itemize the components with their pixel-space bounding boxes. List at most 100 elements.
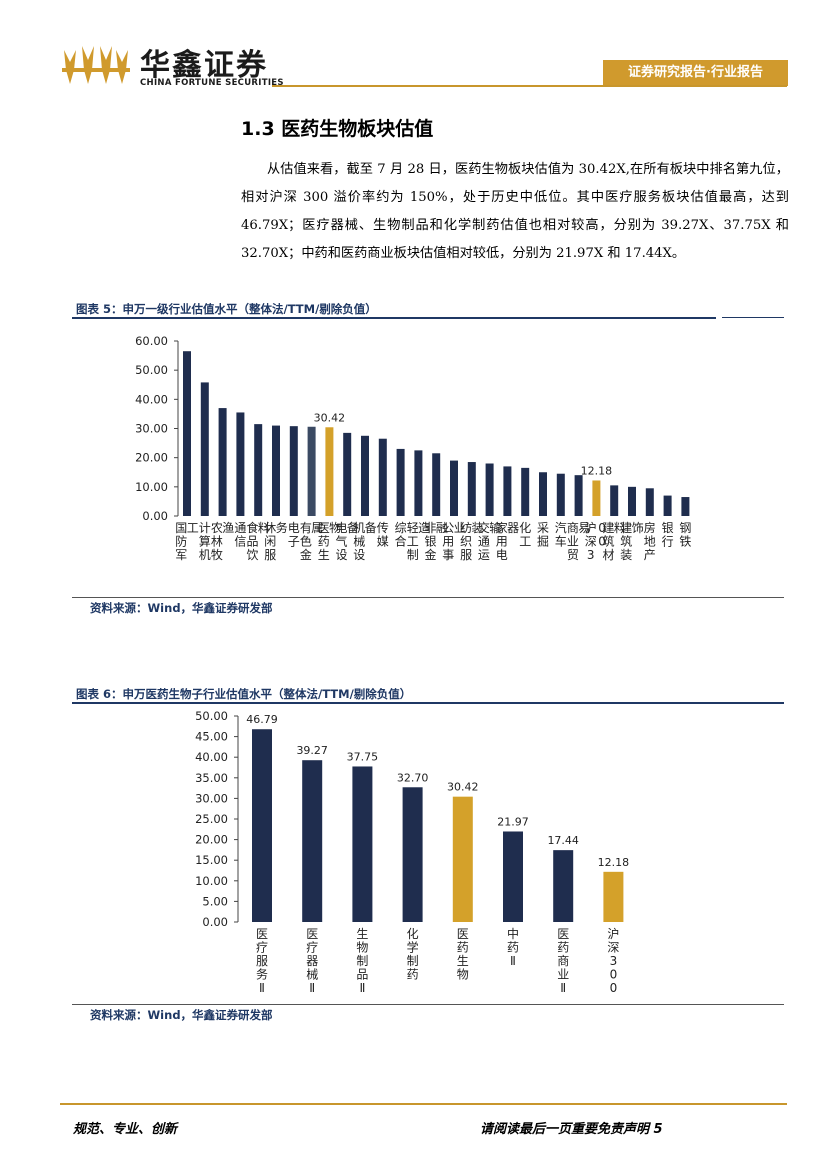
x-tick-label: 国 xyxy=(175,521,187,535)
y-tick-label: 20.00 xyxy=(135,451,168,465)
x-tick-label: 汽 xyxy=(555,520,567,535)
x-tick-label: 疗 xyxy=(306,940,318,954)
x-tick-label: 属 xyxy=(311,521,323,535)
x-tick-label: 医 xyxy=(557,927,569,941)
x-tick-label: 易 xyxy=(578,521,590,535)
x-tick-label: 工 xyxy=(519,534,531,548)
x-tick-label: 合 xyxy=(395,533,407,548)
x-tick-label: Ⅱ xyxy=(560,981,566,995)
x-tick-label: 用 xyxy=(442,534,454,548)
bar-家用电器 xyxy=(503,466,512,516)
chart-pharma-subindustry-valuation: 0.00 5.00 10.00 15.00 20.00 25.00 30.00 35.00 40… xyxy=(195,709,629,995)
x-tick-label: 房 xyxy=(644,520,656,535)
x-tick-label: 运 xyxy=(478,548,490,562)
x-tick-label: 服 xyxy=(256,954,268,968)
x-tick-label: 生 xyxy=(356,927,368,941)
x-tick-label: 学 xyxy=(407,939,419,954)
bar-中药Ⅱ xyxy=(503,831,523,922)
bar-钢铁 xyxy=(681,497,690,516)
bar-化学制药 xyxy=(402,787,423,922)
data-label-中药Ⅱ: 21.97 xyxy=(497,815,529,828)
x-tick-label: 家 xyxy=(496,520,508,535)
x-tick-label: 防 xyxy=(175,533,187,548)
x-tick-label: 子 xyxy=(288,534,300,548)
footer-disclaimer-note: 请阅读最后一页重要免责声明 5 xyxy=(480,1122,663,1137)
x-tick-label: Ⅱ xyxy=(359,981,365,995)
x-tick-label: 产 xyxy=(644,548,656,562)
x-tick-label: 融 xyxy=(436,521,448,535)
figure5-caption-rule xyxy=(72,317,716,319)
x-tick-label: 银 xyxy=(662,521,674,535)
report-type-tag: 证券研究报告·行业报告 xyxy=(603,60,788,86)
x-tick-label: 有 xyxy=(300,521,312,535)
y-tick-label: 50.00 xyxy=(195,709,228,723)
bar-汽车 xyxy=(556,473,565,516)
figure6-source-rule xyxy=(72,1004,784,1005)
bar-医疗器械Ⅱ xyxy=(302,760,323,922)
x-tick-label: 轻 xyxy=(407,521,419,535)
x-tick-label: 机 xyxy=(199,548,211,562)
data-label-医疗器械Ⅱ: 39.27 xyxy=(296,744,328,757)
x-tick-label: 掘 xyxy=(537,533,549,548)
x-tick-label: 药 xyxy=(457,940,469,954)
x-tick-label: 筑 xyxy=(602,533,614,548)
figure6-caption: 图表 6：申万医药生物子行业估值水平（整体法/TTM/剔除负值） xyxy=(76,687,412,701)
x-tick-label: Ⅱ xyxy=(309,981,315,995)
x-tick-label: 装 xyxy=(471,521,483,535)
x-tick-label: 牧 xyxy=(211,548,223,562)
y-tick-label: 40.00 xyxy=(195,750,228,764)
bar-有色金属 xyxy=(307,426,316,516)
x-tick-label: 工 xyxy=(187,521,199,535)
y-tick-label: 0.00 xyxy=(142,509,168,523)
x-tick-label: 务 xyxy=(276,520,288,535)
x-tick-label: 品 xyxy=(356,967,368,981)
x-tick-label: 非 xyxy=(424,521,436,535)
x-tick-label: 业 xyxy=(567,534,579,548)
x-tick-label: 电 xyxy=(335,521,347,535)
bar-交通运输 xyxy=(485,463,494,516)
x-tick-label: 医 xyxy=(306,927,318,941)
bar-房地产 xyxy=(645,488,654,516)
bar-纺织服装 xyxy=(467,462,476,516)
bar-电气设备 xyxy=(343,432,352,516)
x-tick-label: 金 xyxy=(424,547,436,562)
footer-divider xyxy=(60,1103,787,1105)
figure6-caption-rule xyxy=(72,702,784,704)
x-tick-label: 行 xyxy=(662,534,674,548)
x-tick-label: 深 xyxy=(607,940,619,954)
data-label-医疗服务Ⅱ: 46.79 xyxy=(246,713,278,726)
footer-slogan: 规范、专业、创新 xyxy=(73,1122,178,1137)
x-tick-label: 医 xyxy=(256,927,268,941)
x-tick-label: 饰 xyxy=(632,521,644,535)
y-tick-label: 25.00 xyxy=(195,812,228,826)
x-tick-label: 械 xyxy=(353,533,365,548)
data-label-沪深300: 12.18 xyxy=(581,464,613,477)
x-tick-label: 气 xyxy=(335,533,347,548)
bar-建筑装饰 xyxy=(628,486,636,516)
y-tick-label: 45.00 xyxy=(195,730,228,744)
x-tick-label: 织 xyxy=(460,534,472,548)
x-tick-label: 材 xyxy=(602,548,614,562)
bar-食品饮料 xyxy=(254,424,263,516)
x-tick-label: 备 xyxy=(347,521,359,535)
x-tick-label: Ⅱ xyxy=(259,981,265,995)
x-tick-label: 银 xyxy=(424,534,436,548)
x-tick-label: 业 xyxy=(454,521,466,535)
bar-农林牧渔 xyxy=(218,408,227,516)
x-tick-label: 电 xyxy=(496,548,508,562)
bar-轻工制造 xyxy=(414,450,423,516)
y-tick-label: 20.00 xyxy=(195,833,228,847)
bar-计算机 xyxy=(200,382,209,516)
x-tick-label: 商 xyxy=(567,520,579,535)
x-tick-label: 疗 xyxy=(256,940,268,954)
y-tick-label: 50.00 xyxy=(135,363,168,377)
x-tick-label: 械 xyxy=(306,966,318,981)
x-tick-label: 媒 xyxy=(377,534,389,548)
figure5-source-rule xyxy=(72,597,784,598)
x-tick-label: 造 xyxy=(418,521,430,535)
y-tick-label: 10.00 xyxy=(135,480,168,494)
bar-采掘 xyxy=(539,472,547,516)
x-tick-label: 0 xyxy=(598,521,606,535)
x-tick-label: 业 xyxy=(557,967,569,981)
